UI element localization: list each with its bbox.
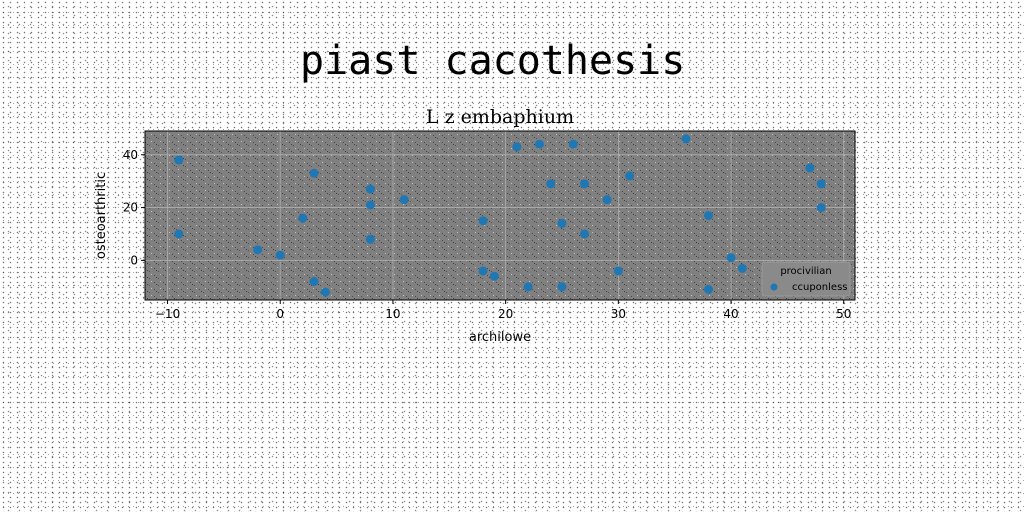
y-axis-label: osteoarthritic (94, 172, 109, 259)
data-point (399, 195, 409, 205)
data-point (365, 234, 375, 244)
x-tick-label: 20 (498, 307, 513, 321)
legend-title: procivilian (780, 266, 831, 277)
data-point (298, 213, 308, 223)
legend-label: ccuponless (792, 282, 848, 293)
plot-area (145, 131, 855, 300)
data-point (534, 139, 544, 149)
figure-suptitle: piast cacothesis (300, 38, 686, 84)
data-point (568, 139, 578, 149)
data-point (512, 142, 522, 152)
scatter-points (174, 134, 826, 297)
y-tick-label: 0 (130, 253, 138, 267)
data-point (557, 218, 567, 228)
data-point (275, 250, 285, 260)
y-tick-label: 40 (123, 148, 138, 162)
legend: procivilian ccuponless (761, 261, 851, 297)
data-point (309, 277, 319, 287)
data-point (365, 184, 375, 194)
y-axis-ticks: 0 20 40 (123, 148, 145, 267)
data-point (478, 216, 488, 226)
x-tick-label: 10 (385, 307, 400, 321)
x-tick-label: 40 (723, 307, 738, 321)
x-tick-label: 0 (276, 307, 284, 321)
data-point (478, 266, 488, 276)
data-point (805, 163, 815, 173)
data-point (489, 271, 499, 281)
legend-box (761, 261, 851, 297)
axes-frame (144, 130, 856, 301)
data-point (320, 287, 330, 297)
chart-title: L z embaphium (426, 106, 574, 128)
data-point (253, 245, 263, 255)
data-point (365, 200, 375, 210)
data-point (737, 263, 747, 273)
data-point (816, 179, 826, 189)
data-point (580, 229, 590, 239)
data-point (557, 282, 567, 292)
x-tick-label: 50 (836, 307, 851, 321)
x-tick-label: −10 (155, 307, 180, 321)
data-point (602, 195, 612, 205)
x-axis-ticks: −10 0 10 20 30 40 50 (155, 300, 851, 321)
data-point (625, 171, 635, 181)
x-tick-label: 30 (611, 307, 626, 321)
data-point (681, 134, 691, 144)
plot-texture (145, 131, 855, 300)
y-tick-label: 20 (123, 201, 138, 215)
data-point (703, 211, 713, 220)
data-point (523, 282, 533, 292)
data-point (816, 203, 826, 213)
data-point (174, 155, 184, 165)
data-point (726, 253, 736, 263)
legend-marker (770, 283, 778, 291)
data-point (174, 229, 184, 239)
data-point (613, 266, 623, 276)
data-point (546, 179, 556, 189)
data-point (703, 284, 713, 294)
x-axis-label: archilowe (469, 330, 531, 345)
data-point (309, 168, 319, 178)
data-point (580, 179, 590, 189)
